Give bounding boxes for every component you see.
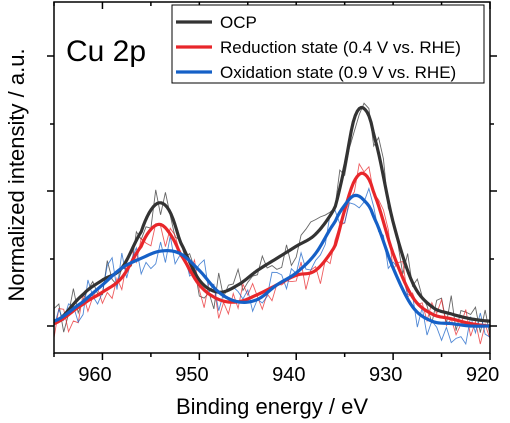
- x-tick-label-960: 960: [78, 364, 111, 386]
- x-tick-label-940: 940: [272, 364, 305, 386]
- y-axis-title: Normalized intensity / a.u.: [4, 48, 29, 301]
- x-tick-label-930: 930: [369, 364, 402, 386]
- series-line-oxidation: [53, 193, 491, 328]
- legend-label-ocp: OCP: [220, 13, 257, 32]
- x-axis-title: Binding energy / eV: [176, 394, 368, 419]
- x-tick-label-920: 920: [466, 364, 499, 386]
- series-line-reduction: [53, 171, 491, 328]
- series-line-ocp: [53, 105, 491, 325]
- raw-trace-oxidation: [53, 187, 491, 346]
- x-tick-label-950: 950: [175, 364, 208, 386]
- legend-label-reduction: Reduction state (0.4 V vs. RHE): [220, 38, 461, 57]
- panel-label: Cu 2p: [66, 35, 146, 68]
- smoothed-traces: [53, 105, 491, 328]
- plot-frame: [53, 1, 491, 354]
- legend: OCP Reduction state (0.4 V vs. RHE) Oxid…: [171, 4, 485, 84]
- legend-box: [171, 4, 485, 84]
- legend-label-oxidation: Oxidation state (0.9 V vs. RHE): [220, 63, 456, 82]
